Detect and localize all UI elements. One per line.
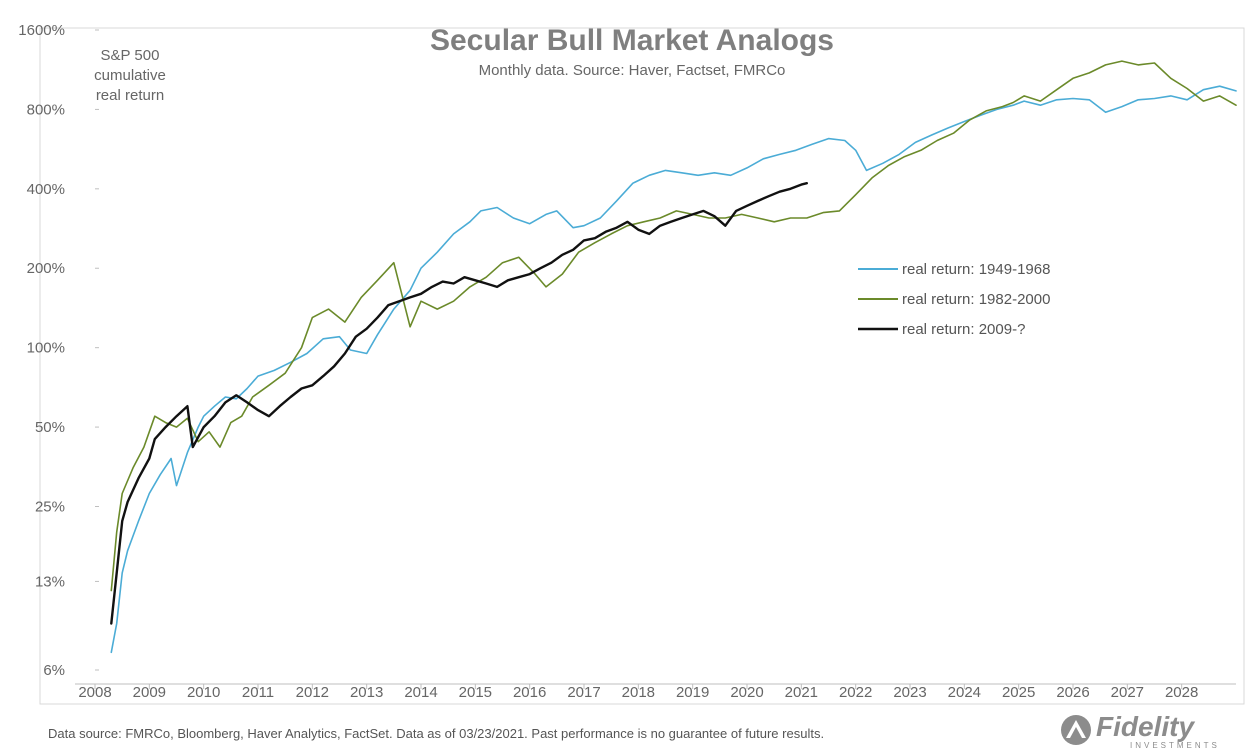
fidelity-subtitle: INVESTMENTS: [1130, 741, 1220, 750]
x-tick-label: 2027: [1111, 684, 1144, 701]
x-tick-label: 2020: [730, 684, 763, 701]
y-tick-label: 50%: [35, 419, 65, 436]
legend-label-1949-1968: real return: 1949-1968: [902, 261, 1050, 278]
y-tick-label: 800%: [27, 101, 65, 118]
y-tick-label: 25%: [35, 498, 65, 515]
series-layer: [110, 60, 1237, 654]
y-gridlines: [95, 29, 99, 671]
chart-frame: [39, 27, 1245, 705]
x-tick-label: 2028: [1165, 684, 1198, 701]
y-tick-label: 100%: [27, 340, 65, 357]
x-tick-label: 2013: [350, 684, 383, 701]
x-tick-label: 2026: [1056, 684, 1089, 701]
chart-title: Secular Bull Market Analogs: [430, 24, 834, 57]
x-tick-label: 2009: [133, 684, 166, 701]
legend-label-1982-2000: real return: 1982-2000: [902, 291, 1050, 308]
legend: real return: 1949-1968 real return: 1982…: [858, 261, 1050, 338]
fidelity-logo: Fidelity INVESTMENTS: [1061, 711, 1220, 750]
series-line-2009: [110, 182, 808, 625]
x-tick-label: 2016: [513, 684, 546, 701]
fidelity-pyramid-icon: [1061, 715, 1091, 745]
x-tick-label: 2011: [242, 684, 274, 701]
y-axis-label-line-3: real return: [96, 87, 164, 104]
y-tick-label: 6%: [43, 662, 65, 679]
x-tick-label: 2021: [785, 684, 818, 701]
y-axis: 6% 13% 25% 50% 100% 200% 400% 800% 1600%: [18, 22, 65, 679]
y-tick-label: 200%: [27, 260, 65, 277]
x-tick-label: 2017: [567, 684, 600, 701]
y-tick-label: 13%: [35, 573, 65, 590]
x-axis: 2008 2009 2010 2011 2012 2013 2014 2015 2016 2017…: [75, 683, 1236, 701]
x-tick-label: 2019: [676, 684, 709, 701]
x-tick-label: 2012: [296, 684, 329, 701]
x-tick-label: 2022: [839, 684, 872, 701]
x-tick-label: 2025: [1002, 684, 1035, 701]
x-tick-label: 2015: [459, 684, 492, 701]
y-axis-label-line-1: S&P 500: [101, 47, 160, 64]
footer-note: Data source: FMRCo, Bloomberg, Haver Ana…: [48, 726, 825, 741]
series-line-1949-1968: [110, 85, 1237, 654]
x-tick-label: 2008: [78, 684, 111, 701]
x-tick-label: 2024: [948, 684, 981, 701]
x-tick-label: 2023: [893, 684, 926, 701]
y-tick-label: 400%: [27, 181, 65, 198]
series-line-1982-2000: [110, 60, 1237, 592]
fidelity-wordmark: Fidelity: [1096, 711, 1195, 742]
x-tick-label: 2014: [404, 684, 437, 701]
y-tick-label: 1600%: [18, 22, 65, 39]
legend-label-2009: real return: 2009-?: [902, 321, 1025, 338]
x-tick-label: 2018: [622, 684, 655, 701]
y-axis-label-line-2: cumulative: [94, 67, 166, 84]
chart-subtitle: Monthly data. Source: Haver, Factset, FM…: [479, 62, 786, 79]
x-tick-label: 2010: [187, 684, 220, 701]
